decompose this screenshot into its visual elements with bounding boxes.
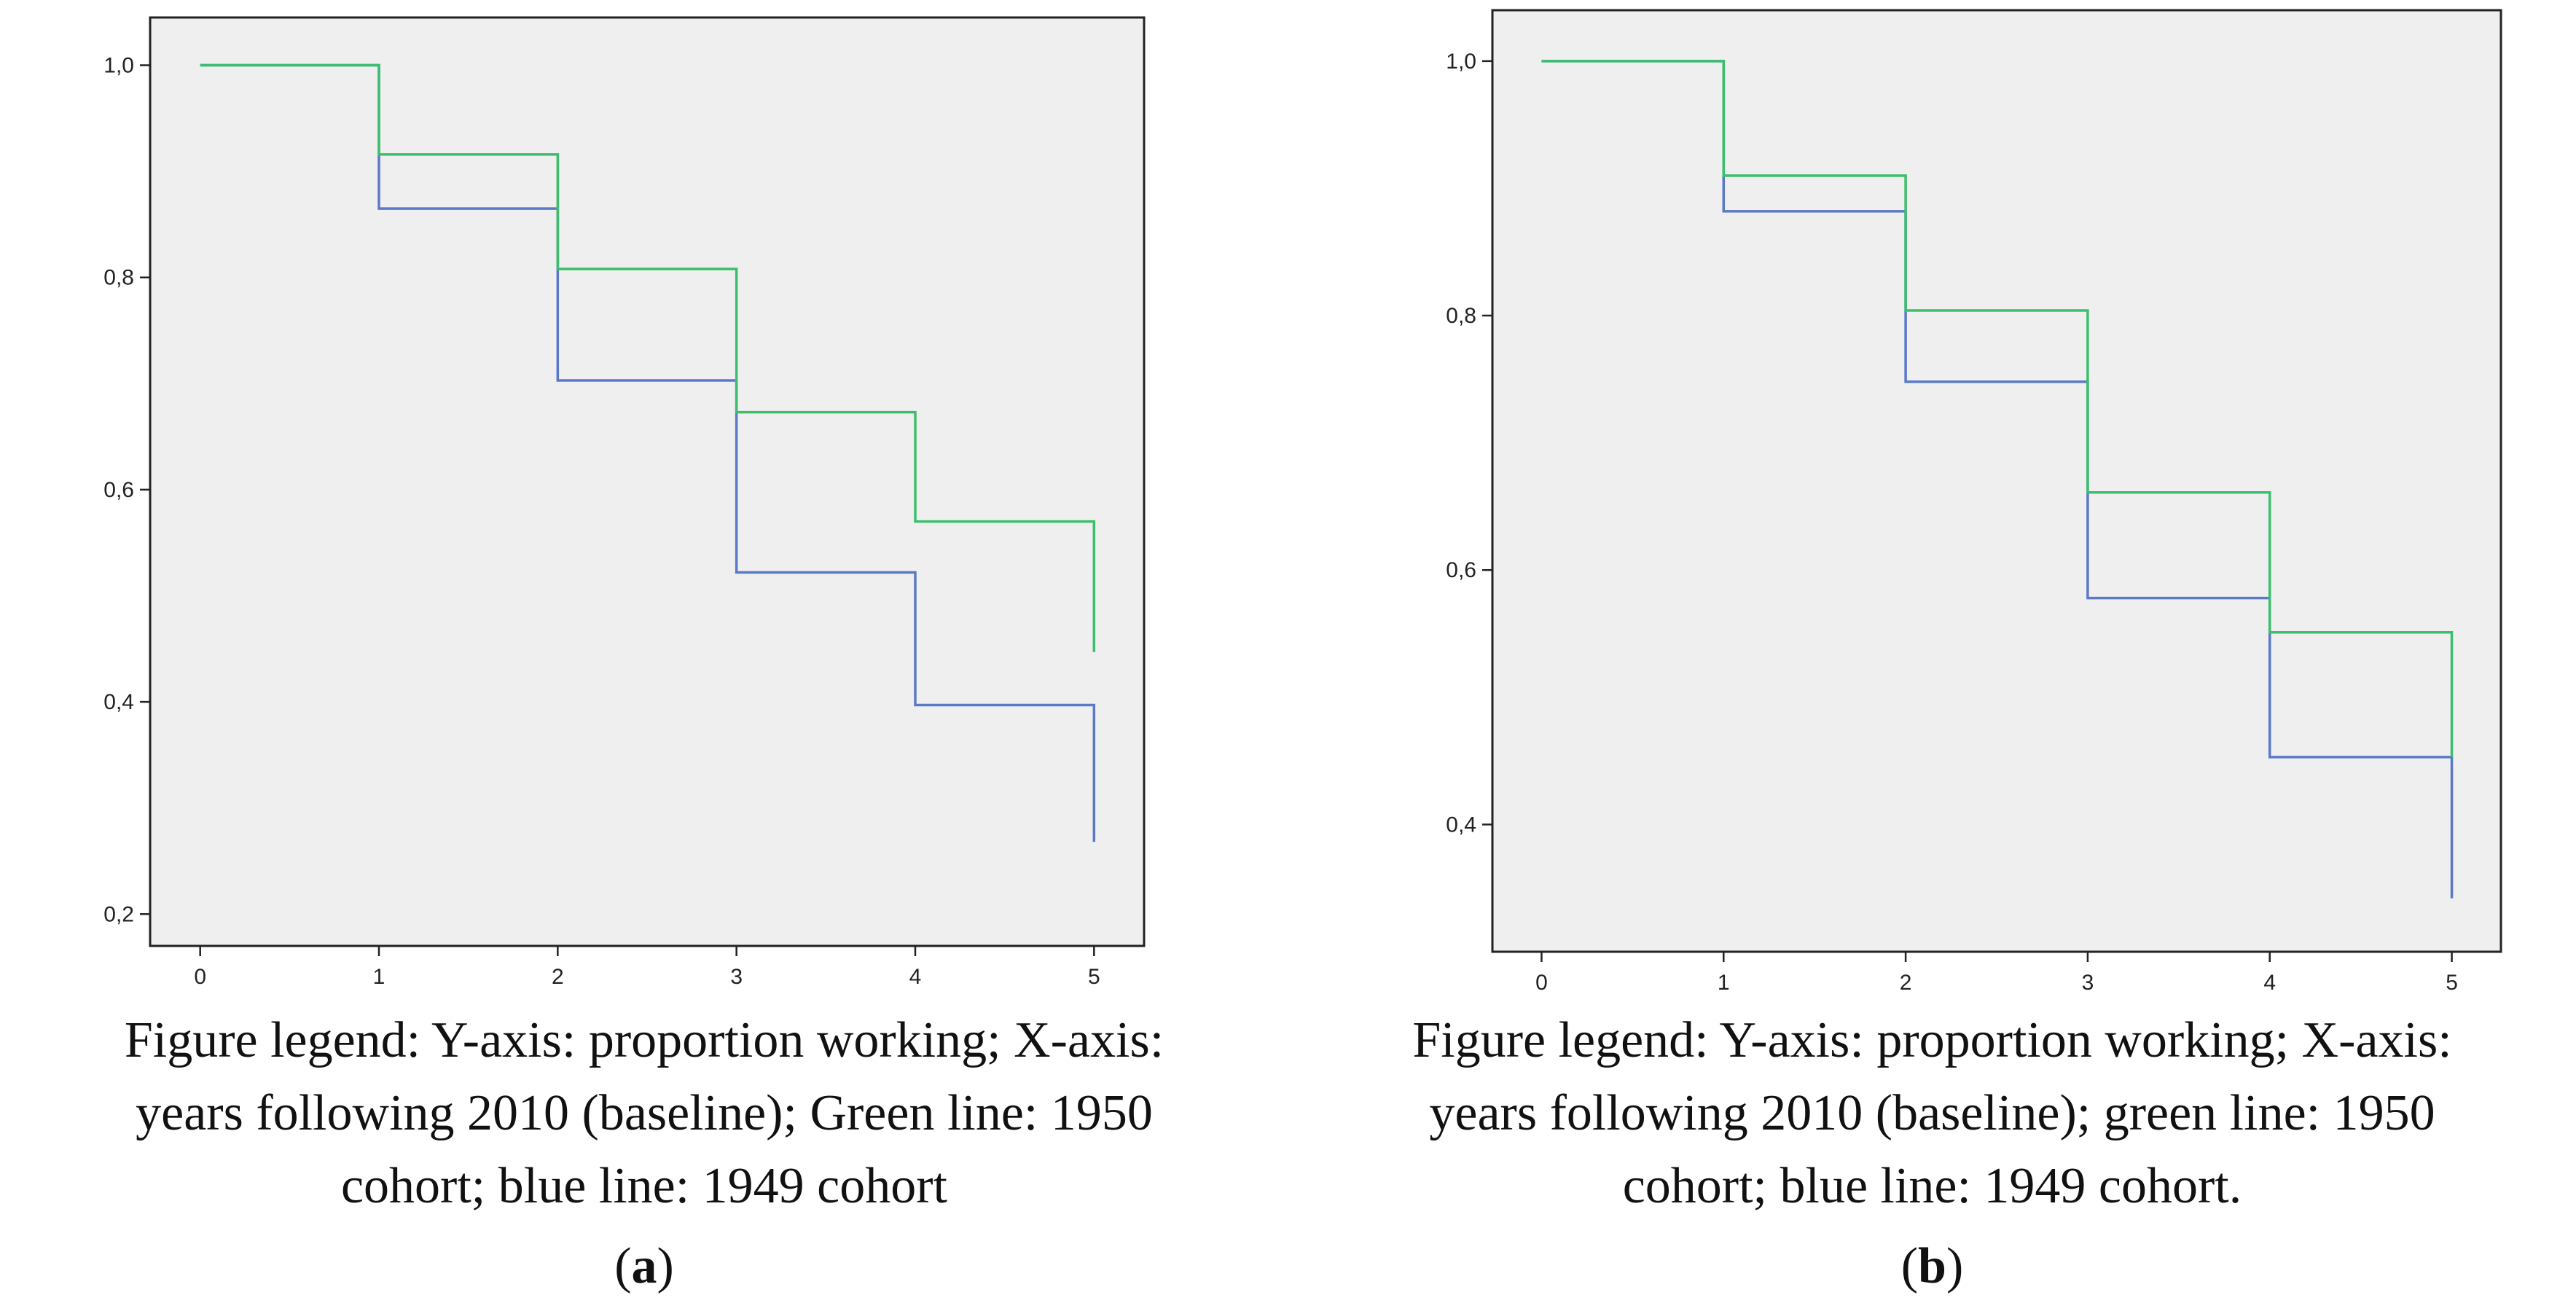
x-tick-label: 4 [2263,971,2276,995]
panel-label-letter: b [1918,1238,1946,1294]
panel-label-b: (b) [1288,1230,2576,1303]
y-tick-label: 0,8 [103,266,134,290]
plot-area [149,16,1146,947]
caption-line: years following 2010 (baseline); green l… [1429,1085,2435,1141]
plot-area [1491,9,2502,953]
y-tick-label: 0,6 [103,478,134,502]
caption-line: Figure legend: Y-axis: proportion workin… [1412,1012,2452,1068]
series-line-green [1541,60,2454,757]
panel-label-close: ) [1946,1238,1964,1294]
x-tick-label: 0 [1535,971,1548,995]
x-tick-label: 4 [909,965,922,989]
y-tick-label: 0,2 [103,902,134,926]
panel-label-close: ) [657,1238,674,1294]
panel-label-a: (a) [0,1230,1288,1303]
panel-label-open: ( [614,1238,632,1294]
y-tick-label: 1,0 [1446,50,1476,74]
y-tick-label: 0,8 [1446,304,1476,328]
x-tick-label: 2 [552,965,564,989]
survival-chart-b: 0,4 0,6 0,8 1,0 0 1 2 3 4 5 [1446,9,2502,995]
caption-line: cohort; blue line: 1949 cohort. [1622,1158,2242,1214]
x-tick-label: 0 [194,965,206,989]
figure-panel-b: 0,4 0,6 0,8 1,0 0 1 2 3 4 5 Figure legend: Y-axis… [1288,0,2576,1302]
x-tick-label: 2 [1900,971,1912,995]
figure-panel-a: 0,2 0,4 0,6 0,8 1,0 0 1 2 3 4 5 Figure legend: Y-a… [0,0,1288,1302]
y-tick-label: 0,6 [1446,558,1476,582]
figure-caption-b: Figure legend: Y-axis: proportion workin… [1288,1004,2576,1223]
x-tick-label: 3 [2082,971,2094,995]
x-tick-label: 3 [730,965,743,989]
y-tick-label: 0,4 [103,690,134,714]
x-tick-label: 5 [1088,965,1100,989]
y-tick-label: 0,4 [1446,813,1476,837]
x-tick-label: 1 [373,965,385,989]
survival-chart-a: 0,2 0,4 0,6 0,8 1,0 0 1 2 3 4 5 [103,16,1146,989]
figure-caption-a: Figure legend: Y-axis: proportion workin… [0,1004,1288,1223]
x-tick-label: 1 [1718,971,1730,995]
caption-line: cohort; blue line: 1949 cohort [340,1158,948,1214]
caption-line: Figure legend: Y-axis: proportion workin… [124,1012,1164,1068]
caption-line: years following 2010 (baseline); Green l… [136,1085,1153,1141]
panel-label-letter: a [631,1238,657,1294]
x-tick-label: 5 [2446,971,2458,995]
series-line-green [200,63,1096,652]
panel-label-open: ( [1900,1238,1919,1294]
y-tick-label: 1,0 [103,54,134,78]
